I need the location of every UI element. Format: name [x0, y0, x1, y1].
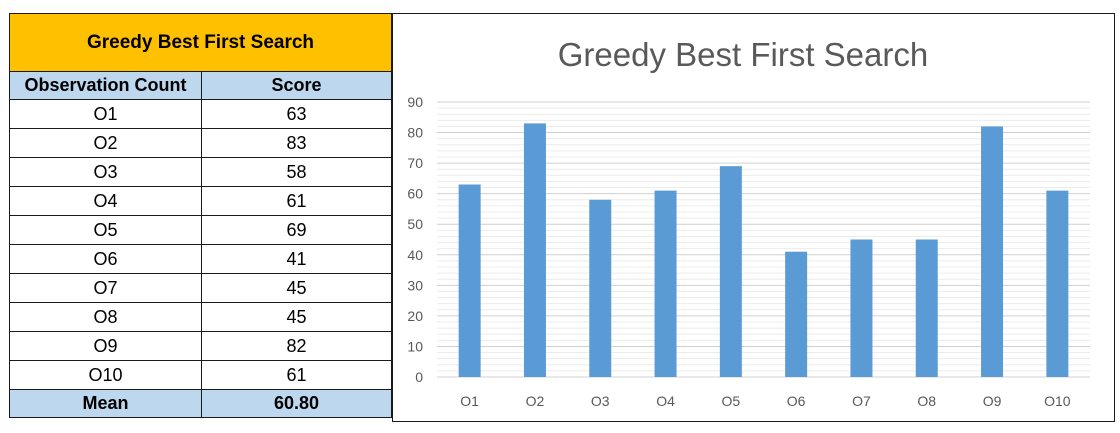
y-tick-label: 0 [415, 369, 423, 385]
mean-label: Mean [9, 389, 202, 418]
y-tick-label: 90 [407, 94, 423, 110]
score-value: 58 [200, 157, 393, 187]
bar [850, 239, 873, 377]
table-row: O9 82 [9, 331, 393, 361]
table-row: O10 61 [9, 360, 393, 390]
observation-label: O3 [9, 157, 202, 187]
bar [1046, 190, 1069, 377]
y-tick-label: 40 [407, 247, 423, 263]
x-tick-label: O8 [917, 393, 936, 409]
table-row: O2 83 [9, 128, 393, 158]
observation-label: O4 [9, 186, 202, 216]
header-score: Score [200, 71, 393, 100]
y-tick-label: 70 [407, 155, 423, 171]
chart-area: Greedy Best First Search 0 10 20 30 40 50 60 70 8… [392, 13, 1115, 422]
bar [654, 190, 677, 377]
score-value: 82 [200, 331, 393, 361]
mean-value: 60.80 [200, 389, 393, 418]
chart-title: Greedy Best First Search [558, 36, 928, 73]
observation-label: O2 [9, 128, 202, 158]
table-title-row: Greedy Best First Search [8, 13, 393, 72]
y-tick-label: 20 [407, 308, 423, 324]
table-row: O8 45 [9, 302, 393, 332]
bar [589, 199, 612, 377]
score-value: 61 [200, 360, 393, 390]
table-row: O3 58 [9, 157, 393, 187]
table-row: O6 41 [9, 244, 393, 274]
table-header-row: Observation Count Score [9, 71, 393, 100]
bar [523, 123, 546, 377]
y-tick-label: 60 [407, 186, 423, 202]
bar [915, 239, 938, 377]
x-tick-label: O9 [983, 393, 1002, 409]
y-tick-label: 30 [407, 277, 423, 293]
x-tick-label: O10 [1044, 393, 1071, 409]
y-tick-label: 80 [407, 125, 423, 141]
score-value: 41 [200, 244, 393, 274]
table-title: Greedy Best First Search [8, 13, 393, 72]
observation-label: O7 [9, 273, 202, 303]
bar [785, 251, 808, 377]
x-tick-label: O5 [722, 393, 741, 409]
bar [458, 184, 481, 377]
x-tick-label: O4 [656, 393, 675, 409]
score-table: Greedy Best First Search Observation Cou… [8, 13, 393, 418]
mean-row: Mean 60.80 [9, 389, 393, 418]
score-value: 83 [200, 128, 393, 158]
observation-label: O10 [9, 360, 202, 390]
score-value: 45 [200, 273, 393, 303]
x-tick-label: O1 [460, 393, 479, 409]
table-row: O1 63 [9, 99, 393, 129]
table-row: O5 69 [9, 215, 393, 245]
score-value: 45 [200, 302, 393, 332]
score-value: 63 [200, 99, 393, 129]
observation-label: O1 [9, 99, 202, 129]
score-value: 61 [200, 186, 393, 216]
header-observation-count: Observation Count [9, 71, 202, 100]
observation-label: O5 [9, 215, 202, 245]
observation-label: O6 [9, 244, 202, 274]
x-tick-label: O6 [787, 393, 806, 409]
table-row: O7 45 [9, 273, 393, 303]
bar-chart: Greedy Best First Search 0 10 20 30 40 50 60 70 8… [407, 36, 1090, 409]
bar [719, 166, 742, 377]
observation-label: O8 [9, 302, 202, 332]
y-tick-label: 10 [407, 338, 423, 354]
observation-label: O9 [9, 331, 202, 361]
x-tick-label: O3 [591, 393, 610, 409]
x-tick-label: O7 [852, 393, 871, 409]
x-tick-label: O2 [526, 393, 545, 409]
y-tick-label: 50 [407, 216, 423, 232]
table-row: O4 61 [9, 186, 393, 216]
bar [981, 126, 1004, 377]
score-value: 69 [200, 215, 393, 245]
